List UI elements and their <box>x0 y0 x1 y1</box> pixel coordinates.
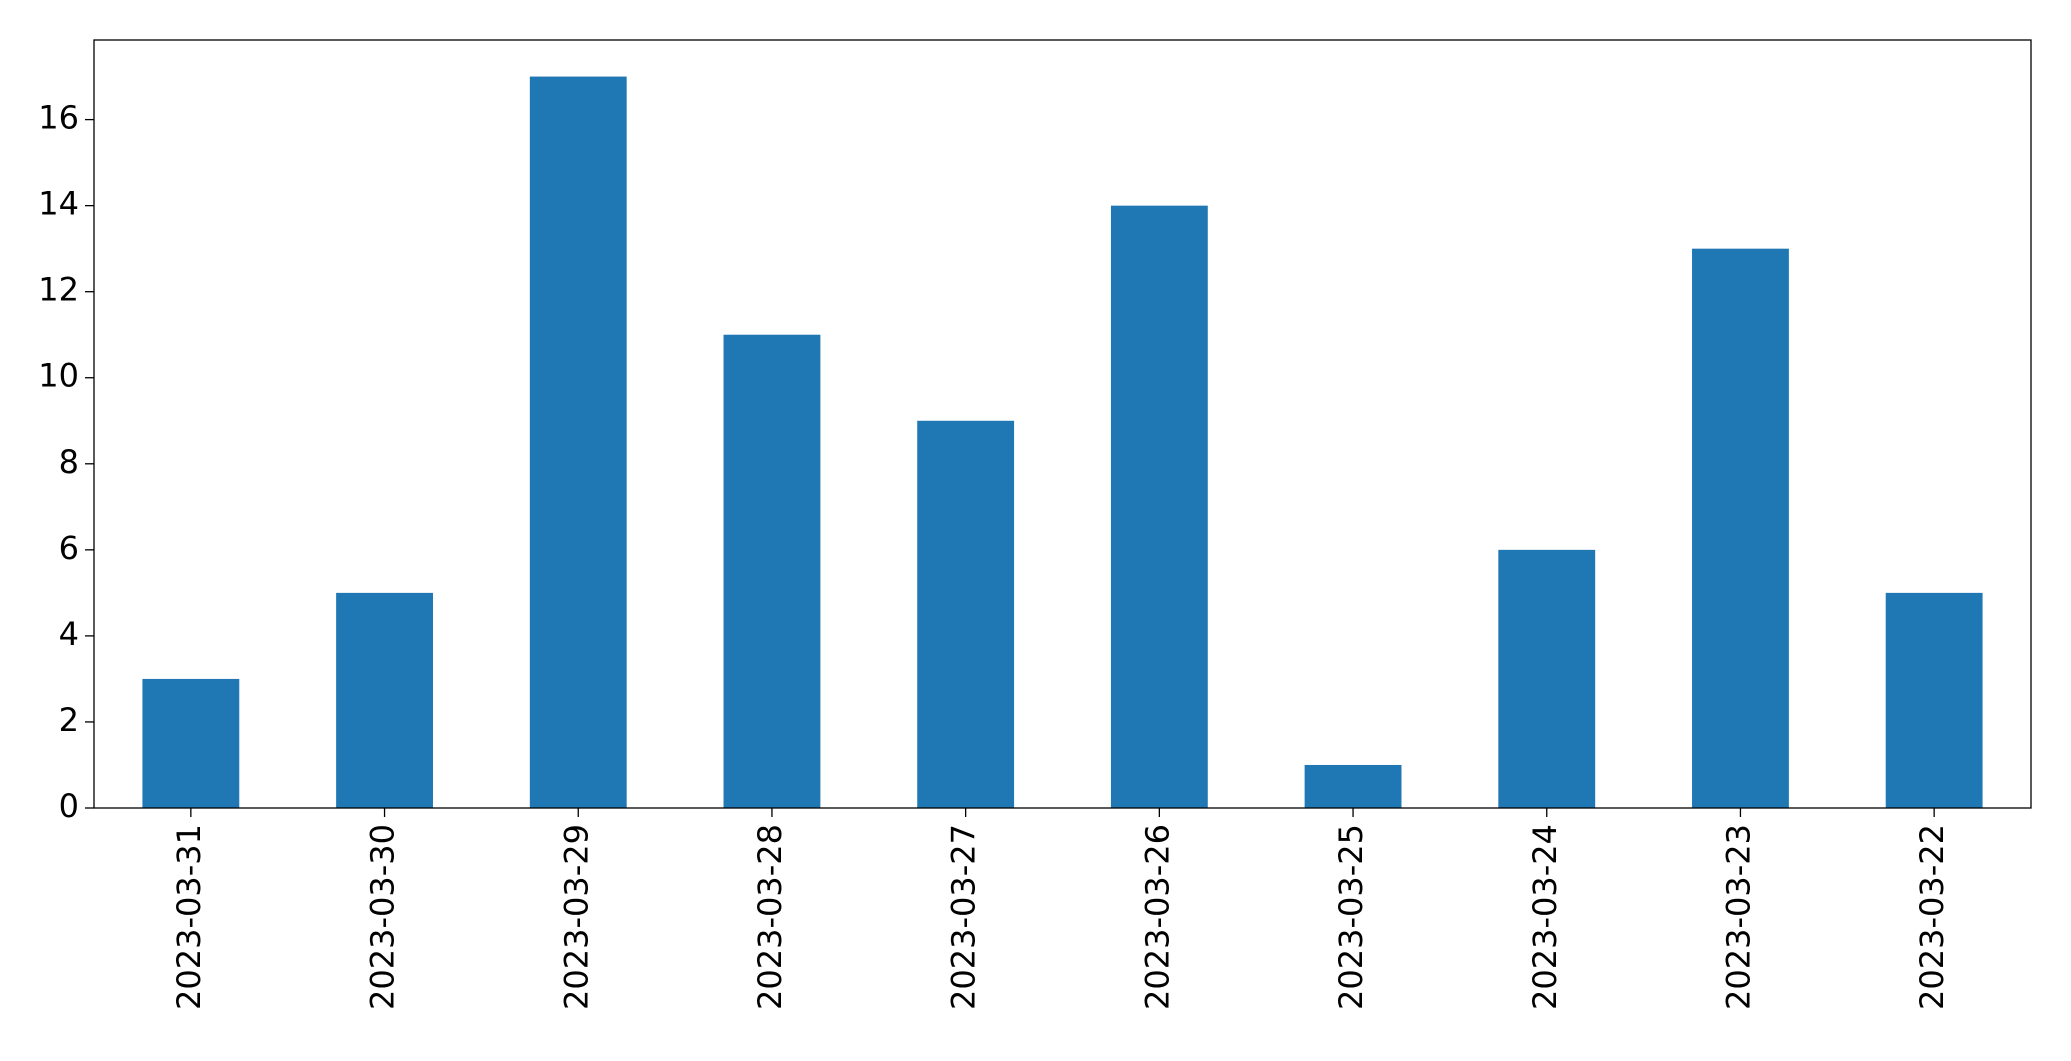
y-tick-label: 2 <box>59 701 79 739</box>
x-tick-label: 2023-03-24 <box>1526 824 1564 1010</box>
x-tick-label: 2023-03-22 <box>1913 824 1951 1010</box>
y-tick-label: 14 <box>38 185 79 223</box>
y-tick-label: 6 <box>59 529 79 567</box>
bar <box>1885 592 1983 808</box>
plot-frame <box>93 39 2032 809</box>
bar <box>1304 764 1402 808</box>
y-tick-label: 10 <box>38 357 79 395</box>
bar <box>529 76 627 809</box>
y-tick-label: 12 <box>38 271 79 309</box>
y-tick-label: 0 <box>59 787 79 825</box>
x-tick-label: 2023-03-23 <box>1719 824 1757 1010</box>
x-tick-label: 2023-03-28 <box>751 824 789 1010</box>
bar <box>1498 549 1596 808</box>
bar <box>1110 205 1208 808</box>
x-tick-label: 2023-03-27 <box>945 824 983 1010</box>
bar <box>336 592 433 808</box>
x-tick-label: 2023-03-30 <box>364 824 402 1010</box>
x-tick-label: 2023-03-31 <box>170 824 208 1010</box>
x-tick-label: 2023-03-29 <box>557 824 595 1010</box>
bar <box>1692 248 1789 809</box>
x-tick-label: 2023-03-26 <box>1138 824 1176 1010</box>
bar <box>142 678 240 808</box>
x-tick-label: 2023-03-25 <box>1332 824 1370 1010</box>
y-tick-label: 16 <box>38 99 79 137</box>
bar <box>723 334 821 808</box>
bar <box>917 420 1015 808</box>
y-tick-label: 4 <box>59 615 79 653</box>
y-tick-label: 8 <box>59 443 79 481</box>
